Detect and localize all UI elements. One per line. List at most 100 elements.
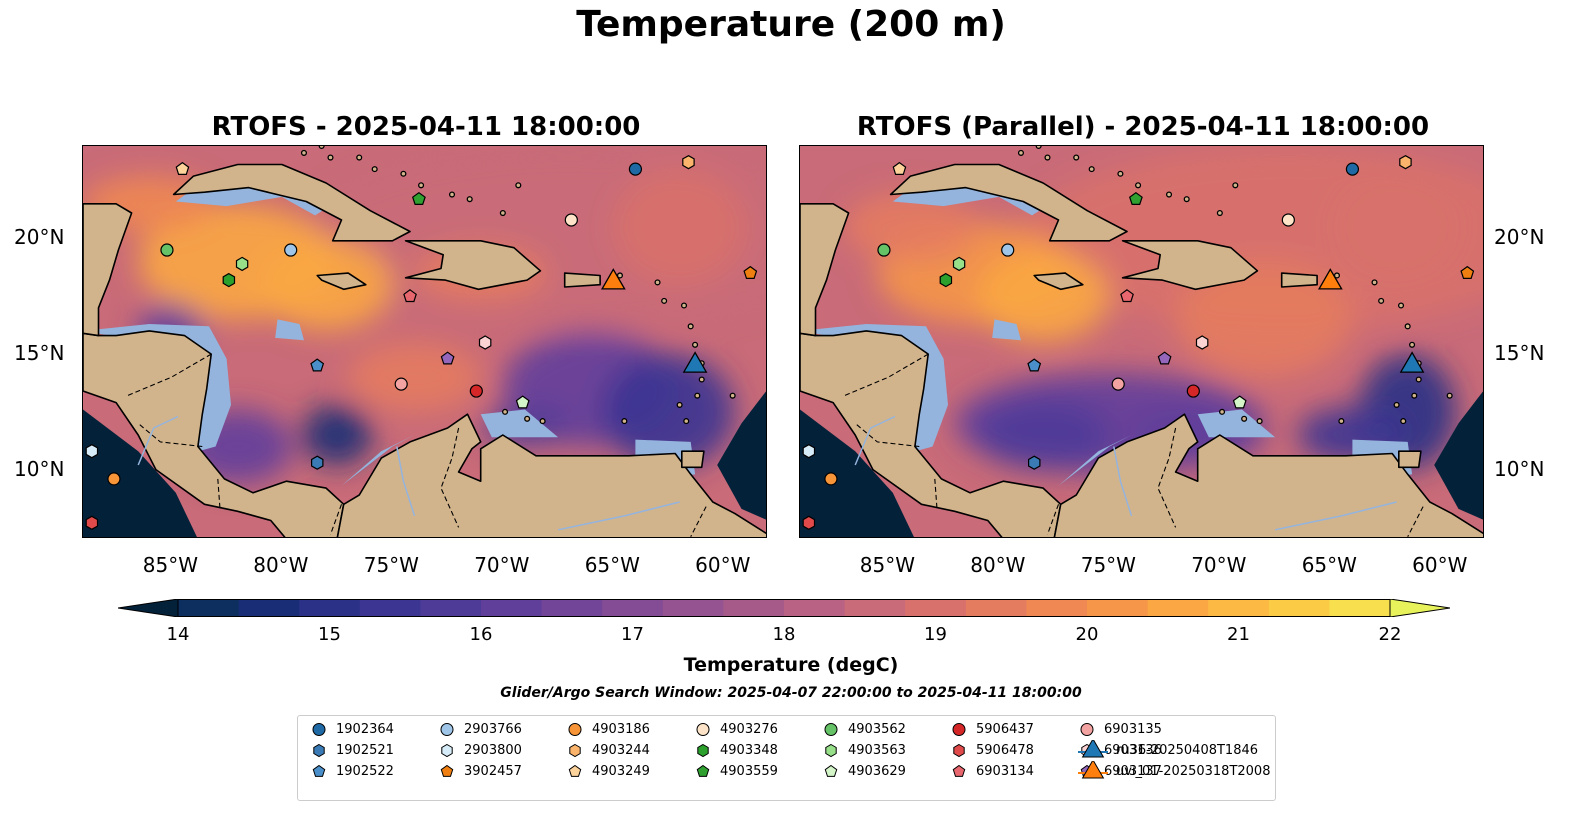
marker-6903136[interactable]: [478, 335, 492, 350]
marker-4903186[interactable]: [824, 472, 838, 486]
marker-4903244[interactable]: [682, 155, 695, 170]
triangle-marker-icon: [1078, 740, 1108, 758]
marker-4903249[interactable]: [175, 161, 190, 175]
marker-ru36-20250408T1846[interactable]: [682, 351, 708, 373]
island: [1218, 408, 1226, 415]
island: [1411, 392, 1418, 399]
colorbar-segment: [178, 599, 240, 617]
island: [1241, 415, 1248, 422]
marker-4903563[interactable]: [952, 256, 966, 272]
marker-6903134[interactable]: [1120, 289, 1134, 303]
marker-6903136[interactable]: [1195, 335, 1209, 350]
island: [1117, 170, 1124, 177]
marker-4903249[interactable]: [892, 161, 907, 175]
marker-4903562[interactable]: [160, 243, 174, 257]
marker-2903800[interactable]: [802, 444, 816, 459]
island: [371, 166, 378, 173]
marker-4903563[interactable]: [235, 256, 249, 272]
marker-6903137[interactable]: [1157, 351, 1172, 365]
lon-tick-label: 70°W: [474, 553, 530, 577]
land-mass: [83, 330, 345, 537]
marker-6903134[interactable]: [403, 289, 417, 303]
marker-2903766[interactable]: [1001, 243, 1015, 257]
map-panel-right[interactable]: [799, 145, 1484, 538]
marker-2903800[interactable]: [85, 444, 99, 459]
island: [1338, 418, 1345, 425]
marker-6903135[interactable]: [1111, 377, 1125, 391]
legend-label: 4903244: [592, 743, 650, 758]
land-mass: [1033, 272, 1084, 291]
shelf-area: [1197, 409, 1276, 438]
marker-4903244[interactable]: [1399, 155, 1412, 170]
pentagon-marker-icon: [440, 764, 454, 777]
temperature-contour: [844, 192, 977, 262]
colorbar-segment: [905, 599, 967, 617]
panel-title-right: RTOFS (Parallel) - 2025-04-11 18:00:00: [856, 112, 1430, 142]
colorbar-tick-label: 15: [318, 624, 341, 645]
marker-4903629[interactable]: [515, 395, 530, 409]
country-border: [1157, 427, 1177, 528]
marker-5906437[interactable]: [1186, 384, 1200, 398]
island: [524, 415, 531, 422]
legend-item: 2903766: [438, 719, 522, 740]
country-border: [137, 422, 203, 448]
colorbar-segment: [359, 599, 421, 617]
marker-4903629[interactable]: [1232, 395, 1247, 409]
legend-label: 4903276: [720, 722, 778, 737]
legend-label: 6903135: [1104, 722, 1162, 737]
marker-1902364[interactable]: [1345, 162, 1360, 176]
colorbar-segment: [1087, 599, 1149, 617]
marker-4903186[interactable]: [107, 472, 121, 486]
island: [501, 408, 509, 415]
lon-tick-label: 85°W: [859, 553, 915, 577]
marker-3902457[interactable]: [1460, 265, 1475, 279]
marker-4903562[interactable]: [877, 243, 891, 257]
island: [1232, 182, 1239, 189]
marker-4903276[interactable]: [564, 213, 578, 227]
circle-marker-icon: [824, 723, 838, 736]
country-border: [1407, 506, 1424, 537]
marker-4903559[interactable]: [411, 191, 426, 206]
colorbar-extend-high: [1389, 598, 1451, 618]
shelf-area: [480, 409, 559, 438]
marker-2903766[interactable]: [284, 243, 298, 257]
temperature-contour: [613, 169, 746, 285]
colorbar-tick-label: 18: [772, 624, 796, 645]
marker-1902522[interactable]: [310, 358, 325, 372]
marker-uvi_01-20250318T2008[interactable]: [1317, 268, 1343, 290]
marker-1902522[interactable]: [1027, 358, 1042, 372]
marker-1902521[interactable]: [1028, 455, 1041, 470]
land-mass: [336, 413, 766, 537]
marker-4903348[interactable]: [222, 272, 236, 288]
marker-ru36-20250408T1846[interactable]: [1399, 351, 1425, 373]
marker-6903135[interactable]: [394, 377, 408, 391]
temperature-contour: [348, 342, 481, 412]
colorbar-segment: [723, 599, 785, 617]
marker-6903137[interactable]: [440, 351, 455, 365]
lat-tick-label-left: 10°N: [14, 456, 65, 481]
island: [1446, 392, 1453, 399]
marker-1902521[interactable]: [311, 455, 324, 470]
marker-4903276[interactable]: [1281, 213, 1295, 227]
marker-1902364[interactable]: [628, 162, 643, 176]
marker-4903348[interactable]: [939, 272, 953, 288]
island: [1397, 302, 1405, 309]
marker-5906437[interactable]: [469, 384, 483, 398]
colorbar-tick-label: 21: [1227, 624, 1250, 645]
lon-tick-label: 85°W: [142, 553, 198, 577]
island: [680, 302, 688, 309]
marker-5906478[interactable]: [85, 515, 99, 530]
shelf-area: [275, 319, 304, 341]
marker-4903559[interactable]: [1128, 191, 1143, 206]
legend-item: ru36-20250408T1846: [1078, 740, 1258, 761]
legend-item: 4903563: [822, 740, 906, 761]
legend-label: 3902457: [464, 764, 522, 779]
map-panel-left[interactable]: [82, 145, 767, 538]
legend-label: 1902364: [336, 722, 394, 737]
marker-5906478[interactable]: [802, 515, 816, 530]
marker-3902457[interactable]: [743, 265, 758, 279]
marker-uvi_01-20250318T2008[interactable]: [600, 268, 626, 290]
lat-tick-label-left: 20°N: [14, 225, 65, 250]
island: [515, 182, 522, 189]
lon-tick-label: 75°W: [1080, 553, 1136, 577]
